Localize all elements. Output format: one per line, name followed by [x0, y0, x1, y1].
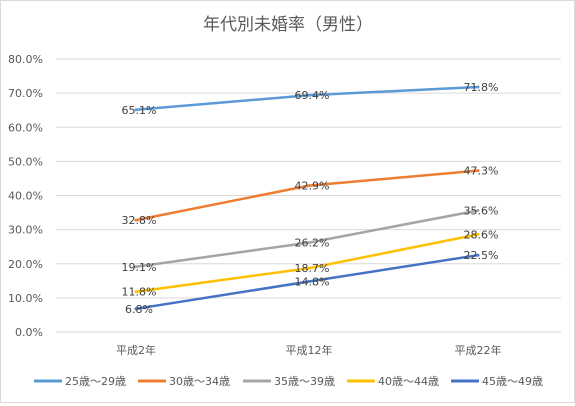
data-label: 6.8% [125, 303, 153, 316]
data-point [476, 85, 480, 89]
data-point [307, 241, 311, 245]
data-label: 14.8% [295, 276, 330, 289]
data-point [307, 280, 311, 283]
gridlines [56, 58, 561, 333]
data-label: 32.8% [122, 214, 157, 227]
y-tick-label: 50.0% [8, 155, 43, 168]
data-label: 19.1% [122, 261, 157, 274]
chart-title: 年代別未婚率（男性） [203, 15, 373, 35]
data-point [476, 169, 480, 173]
y-tick-label: 10.0% [8, 292, 43, 305]
legend-label: 25歳～29歳 [65, 375, 126, 388]
data-point [476, 253, 480, 257]
data-label: 69.4% [295, 89, 330, 102]
x-tick-label: 平成12年 [286, 343, 333, 357]
data-point [307, 184, 311, 188]
legend-label: 45歳～49歳 [482, 375, 543, 388]
series-lines [134, 85, 480, 311]
data-point [134, 290, 138, 294]
legend: 25歳～29歳 30歳～34歳 35歳～39歳 40歳～44歳 45歳～49歳 [34, 375, 543, 388]
legend-label: 30歳～34歳 [169, 375, 230, 388]
x-tick-label: 平成2年 [116, 343, 156, 357]
data-label: 11.8% [122, 286, 157, 299]
data-label: 26.2% [295, 237, 330, 250]
y-tick-label: 30.0% [8, 224, 43, 237]
data-point [134, 108, 138, 112]
data-label: 42.9% [295, 180, 330, 193]
data-point [307, 93, 311, 97]
data-label: 22.5% [464, 249, 499, 262]
data-point [134, 265, 138, 269]
y-axis: 0.0% 10.0% 20.0% 30.0% 40.0% 50.0% 60.0% 70.0% 8… [8, 53, 43, 339]
data-label: 28.6% [464, 228, 499, 241]
x-axis: 平成2年 平成12年 平成22年 [116, 343, 502, 357]
data-point [307, 266, 311, 270]
data-label: 35.6% [464, 205, 499, 218]
data-label: 71.8% [464, 81, 499, 94]
y-tick-label: 70.0% [8, 87, 43, 100]
data-point [476, 209, 480, 212]
y-tick-label: 0.0% [15, 326, 43, 339]
data-label: 47.3% [464, 165, 499, 178]
data-point [476, 232, 480, 236]
legend-label: 35歳～39歳 [274, 375, 335, 388]
legend-label: 40歳～44歳 [378, 375, 439, 388]
y-tick-label: 80.0% [8, 53, 43, 66]
x-tick-label: 平成22年 [455, 343, 502, 357]
data-labels: 65.1% 69.4% 71.8% 32.8% 42.9% 47.3% 19.1% 26.2%… [122, 81, 499, 316]
y-tick-label: 40.0% [8, 190, 43, 203]
y-tick-label: 20.0% [8, 258, 43, 271]
data-label: 65.1% [122, 104, 157, 117]
y-tick-label: 60.0% [8, 121, 43, 134]
data-label: 18.7% [295, 262, 330, 275]
data-point [134, 218, 138, 222]
data-point [134, 307, 138, 311]
